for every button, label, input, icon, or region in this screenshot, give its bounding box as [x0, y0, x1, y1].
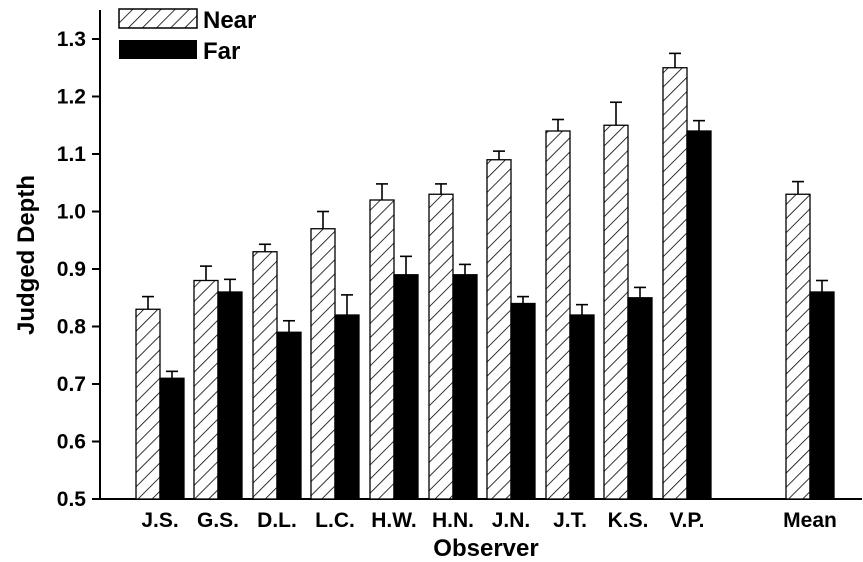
bar-far-10	[809, 291, 835, 500]
y-tick-label: 1.2	[57, 86, 86, 109]
x-tick-label: D.L.	[257, 509, 297, 532]
x-tick-label: J.T.	[553, 509, 587, 532]
bar-far-6	[510, 302, 536, 500]
y-tick-label: 0.6	[57, 431, 86, 454]
bar-far-4	[393, 274, 419, 500]
y-tick-label: 1.1	[57, 143, 87, 166]
x-tick-label: J.N.	[492, 509, 531, 532]
bar-far-9	[686, 130, 712, 500]
x-tick-label: H.W.	[371, 509, 417, 532]
y-tick-label: 0.5	[57, 488, 87, 511]
bar-near-3	[310, 228, 336, 500]
bar-near-8	[603, 124, 629, 500]
bars	[135, 67, 835, 500]
x-tick-label: G.S.	[197, 509, 239, 532]
y-tick-label: 0.7	[57, 373, 86, 396]
bar-near-6	[486, 159, 512, 500]
x-ticks: J.S. G.S. D.L. L.C. H.W. H.N. J.N. J.T. K.S. V.P.…	[141, 509, 837, 532]
bar-far-8	[627, 297, 653, 500]
bar-near-1	[193, 279, 219, 500]
legend-swatch-near	[118, 8, 198, 29]
x-tick-label: L.C.	[315, 509, 355, 532]
bar-near-2	[252, 251, 278, 500]
x-tick-label: J.S.	[141, 509, 178, 532]
y-tick-label: 1.3	[57, 28, 86, 51]
bar-near-10	[785, 193, 811, 500]
legend: Near Far	[118, 7, 256, 65]
x-axis-title: Observer	[433, 535, 538, 562]
x-tick-label: K.S.	[608, 509, 649, 532]
legend-label-near: Near	[203, 7, 256, 34]
x-tick-label: Mean	[783, 509, 837, 532]
bar-near-5	[428, 193, 454, 500]
x-tick-label: V.P.	[669, 509, 704, 532]
bar-far-2	[276, 331, 302, 500]
legend-swatch-far	[119, 40, 197, 59]
y-axis-title: Judged Depth	[13, 175, 40, 335]
bar-far-5	[452, 274, 478, 500]
bar-far-1	[217, 291, 243, 500]
bar-near-4	[369, 199, 395, 500]
y-ticks: 0.5 0.6 0.7 0.8 0.9 1.0 1.1 1.2 1.3	[57, 28, 100, 511]
legend-label-far: Far	[203, 38, 240, 65]
x-tick-label: H.N.	[432, 509, 474, 532]
bar-near-9	[662, 67, 688, 500]
bar-far-3	[334, 314, 360, 500]
bar-far-7	[569, 314, 595, 500]
bar-far-0	[159, 377, 185, 500]
bar-near-0	[135, 308, 161, 500]
y-tick-label: 1.0	[57, 201, 86, 224]
bar-near-7	[545, 130, 571, 500]
y-tick-label: 0.8	[57, 316, 87, 339]
error-bars	[142, 52, 828, 379]
y-tick-label: 0.9	[57, 258, 86, 281]
